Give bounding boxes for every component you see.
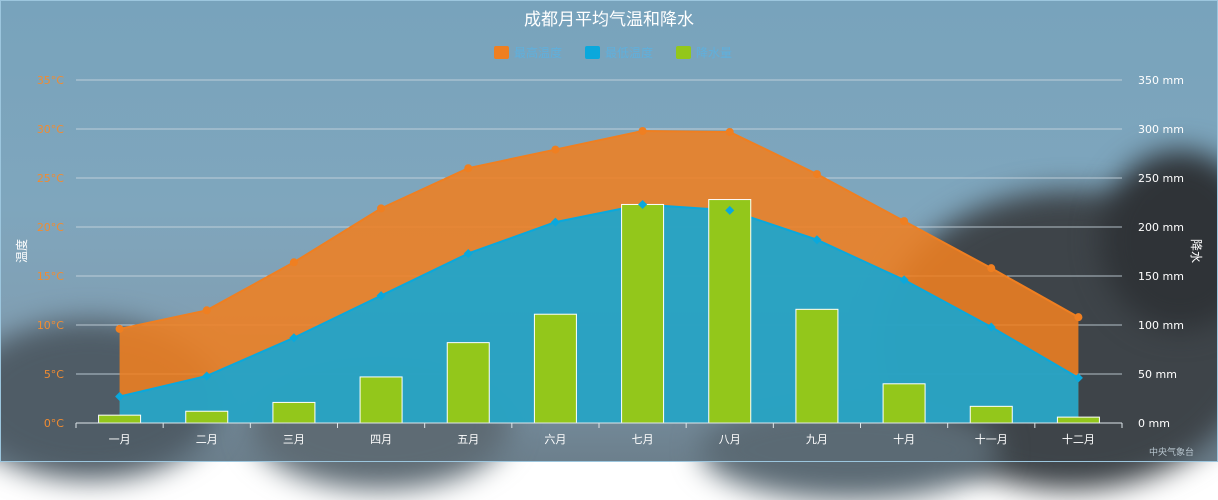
temperature-areas	[119, 129, 1079, 423]
x-tick-label: 三月	[283, 433, 305, 446]
chart-canvas: 成都月平均气温和降水 最高温度 最低温度 降水量 0°C 0 mm 5°C 50 mm…	[14, 10, 1203, 446]
axes: 0°C 0 mm 5°C 50 mm 10°C 100 mm 15°C 150 mm 20°C 2…	[37, 74, 1184, 446]
legend-label-precipitation: 降水量	[696, 46, 732, 60]
max-temp-point	[289, 258, 298, 267]
min-temp-point	[812, 235, 822, 245]
min-temp-point	[638, 199, 648, 209]
max-temp-point	[464, 164, 473, 173]
legend-item-precipitation[interactable]: 降水量	[676, 46, 732, 60]
legend-label-min-temp: 最低温度	[605, 45, 653, 60]
x-tick-label: 四月	[370, 433, 392, 446]
legend-label-max-temp: 最高温度	[514, 45, 562, 60]
legend-swatch-min-temp	[585, 46, 600, 59]
y-left-tick-label: 5°C	[44, 368, 64, 381]
max-temp-point	[638, 126, 647, 135]
y-left-tick-label: 10°C	[37, 319, 64, 332]
chart-title: 成都月平均气温和降水	[524, 10, 694, 30]
max-temp-point	[1074, 313, 1083, 322]
x-tick-label: 六月	[544, 433, 566, 446]
legend-item-min-temp[interactable]: 最低温度	[585, 45, 653, 60]
max-temp-point	[202, 306, 211, 315]
area-min-temp	[119, 204, 1079, 423]
x-tick-label: 十一月	[975, 432, 1008, 446]
legend[interactable]: 最高温度 最低温度 降水量	[494, 45, 732, 60]
min-temp-point	[376, 291, 386, 301]
area-max-temp-line	[119, 129, 1079, 330]
y-left-tick-label: 15°C	[37, 270, 64, 283]
min-temp-point	[986, 322, 996, 332]
x-tick-label: 十月	[893, 432, 915, 446]
precipitation-bar	[359, 376, 403, 424]
y-left-tick-label: 0°C	[44, 417, 64, 430]
x-tick-label: 五月	[457, 433, 479, 446]
y-right-tick-label: 350 mm	[1138, 74, 1184, 87]
y-right-tick-label: 200 mm	[1138, 221, 1184, 234]
max-temp-point	[377, 204, 386, 213]
precipitation-bar	[446, 342, 490, 424]
precipitation-bar	[1056, 416, 1100, 424]
precipitation-bar	[185, 410, 229, 424]
min-temp-point	[550, 217, 560, 227]
y-left-tick-label: 25°C	[37, 172, 64, 185]
max-temp-point	[115, 324, 124, 333]
max-temp-point	[900, 217, 909, 226]
y-right-tick-label: 250 mm	[1138, 172, 1184, 185]
precipitation-bar	[708, 199, 752, 424]
x-tick-label: 十二月	[1062, 432, 1095, 446]
precipitation-bar	[882, 383, 926, 424]
y-right-tick-label: 0 mm	[1138, 417, 1170, 430]
max-temp-point	[987, 264, 996, 273]
legend-swatch-max-temp	[494, 46, 509, 59]
precipitation-bars	[98, 199, 1100, 424]
y-left-tick-label: 35°C	[37, 74, 64, 87]
y-right-tick-label: 100 mm	[1138, 319, 1184, 332]
y-axis-right-label: 降水	[1189, 239, 1203, 263]
y-right-tick-label: 50 mm	[1138, 368, 1177, 381]
area-min-temp-line	[119, 203, 1079, 398]
precipitation-bar	[98, 414, 142, 424]
min-temp-point	[115, 392, 125, 402]
precipitation-bar	[969, 405, 1013, 424]
precipitation-bar	[533, 313, 577, 424]
legend-item-max-temp[interactable]: 最高温度	[494, 45, 562, 60]
x-tick-label: 九月	[806, 433, 828, 446]
min-temp-point	[289, 333, 299, 343]
y-left-tick-label: 30°C	[37, 123, 64, 136]
max-temp-point	[551, 145, 560, 154]
max-temp-point	[725, 127, 734, 136]
min-temp-point	[899, 275, 909, 285]
y-axis-left-label: 温度	[14, 239, 29, 263]
min-temp-point	[1073, 373, 1083, 383]
x-tick-label: 八月	[719, 433, 741, 446]
x-tick-label: 二月	[196, 433, 218, 446]
precipitation-bar	[272, 401, 316, 424]
precipitation-bar	[795, 308, 839, 424]
y-right-tick-label: 300 mm	[1138, 123, 1184, 136]
precipitation-bar	[621, 203, 665, 424]
min-temp-point	[202, 371, 212, 381]
y-left-tick-label: 20°C	[37, 221, 64, 234]
watermark: 中央气象台	[1148, 448, 1194, 458]
temperature-points	[115, 126, 1083, 402]
min-temp-point	[725, 205, 735, 215]
x-tick-label: 一月	[109, 433, 131, 446]
legend-swatch-precipitation	[676, 46, 691, 59]
x-tick-label: 七月	[632, 433, 654, 446]
max-temp-point	[812, 170, 821, 179]
min-temp-point	[463, 248, 473, 258]
y-right-tick-label: 150 mm	[1138, 270, 1184, 283]
